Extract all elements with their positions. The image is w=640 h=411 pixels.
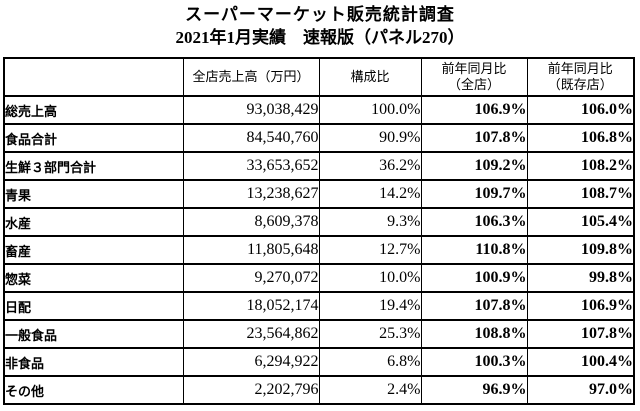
share-cell: 19.4%: [318, 291, 422, 321]
row-label-cell: 非食品: [3, 347, 184, 377]
sales-cell: 93,038,429: [182, 95, 320, 125]
table-row-daily-delivered: 日配 18,052,174 19.4% 107.8% 106.9%: [3, 291, 635, 321]
row-label-cell: 日配: [3, 291, 184, 321]
yoy-all-cell: 96.9%: [420, 375, 528, 405]
sales-cell: 8,609,378: [182, 207, 320, 237]
yoy-all-cell: 100.9%: [420, 263, 528, 293]
row-label-cell: 畜産: [3, 235, 184, 265]
header-yoy-existing-line2: （既存店）: [547, 77, 613, 92]
header-yoy-existing: 前年同月比 （既存店）: [526, 57, 635, 97]
yoy-all-cell: 110.8%: [420, 235, 528, 265]
yoy-existing-cell: 97.0%: [526, 375, 635, 405]
yoy-all-cell: 107.8%: [420, 123, 528, 153]
share-cell: 90.9%: [318, 123, 422, 153]
yoy-existing-cell: 107.8%: [526, 319, 635, 349]
sales-cell: 84,540,760: [182, 123, 320, 153]
yoy-existing-cell: 99.8%: [526, 263, 635, 293]
yoy-all-cell: 109.7%: [420, 179, 528, 209]
share-cell: 2.4%: [318, 375, 422, 405]
share-cell: 25.3%: [318, 319, 422, 349]
row-label-cell: 青果: [3, 179, 184, 209]
yoy-existing-cell: 106.9%: [526, 291, 635, 321]
table-row-meat: 畜産 11,805,648 12.7% 110.8% 109.8%: [3, 235, 635, 265]
row-label-cell: 一般食品: [3, 319, 184, 349]
share-cell: 100.0%: [318, 95, 422, 125]
sales-cell: 6,294,922: [182, 347, 320, 377]
header-share: 構成比: [318, 57, 422, 97]
row-label-cell: 惣菜: [3, 263, 184, 293]
sales-cell: 11,805,648: [182, 235, 320, 265]
yoy-existing-cell: 105.4%: [526, 207, 635, 237]
yoy-existing-cell: 106.0%: [526, 95, 635, 125]
yoy-all-cell: 108.8%: [420, 319, 528, 349]
yoy-all-cell: 100.3%: [420, 347, 528, 377]
sales-cell: 9,270,072: [182, 263, 320, 293]
share-cell: 6.8%: [318, 347, 422, 377]
yoy-existing-cell: 106.8%: [526, 123, 635, 153]
header-yoy-all: 前年同月比 （全店）: [420, 57, 528, 97]
yoy-existing-cell: 108.2%: [526, 151, 635, 181]
header-yoy-existing-line1: 前年同月比: [547, 61, 613, 76]
table-row-other: その他 2,202,796 2.4% 96.9% 97.0%: [3, 375, 635, 405]
share-cell: 9.3%: [318, 207, 422, 237]
table-row-deli: 惣菜 9,270,072 10.0% 100.9% 99.8%: [3, 263, 635, 293]
yoy-all-cell: 107.8%: [420, 291, 528, 321]
header-yoy-all-line2: （全店）: [447, 77, 500, 92]
share-cell: 36.2%: [318, 151, 422, 181]
table-header-row: 全店売上高（万円） 構成比 前年同月比 （全店） 前年同月比 （既存店）: [3, 57, 635, 97]
stats-table: 全店売上高（万円） 構成比 前年同月比 （全店） 前年同月比 （既存店） 総売上…: [3, 57, 635, 405]
yoy-all-cell: 106.3%: [420, 207, 528, 237]
table-row-produce: 青果 13,238,627 14.2% 109.7% 108.7%: [3, 179, 635, 209]
yoy-existing-cell: 109.8%: [526, 235, 635, 265]
title-block: スーパーマーケット販売統計調査 2021年1月実績 速報版（パネル270）: [0, 3, 640, 49]
table-row-non-food: 非食品 6,294,922 6.8% 100.3% 100.4%: [3, 347, 635, 377]
yoy-existing-cell: 100.4%: [526, 347, 635, 377]
row-label-cell: 食品合計: [3, 123, 184, 153]
table-row-food-total: 食品合計 84,540,760 90.9% 107.8% 106.8%: [3, 123, 635, 153]
report-title: スーパーマーケット販売統計調査: [185, 5, 455, 24]
table-row-total-sales: 総売上高 93,038,429 100.0% 106.9% 106.0%: [3, 95, 635, 125]
header-sales: 全店売上高（万円）: [182, 57, 320, 97]
header-yoy-all-line1: 前年同月比: [441, 61, 507, 76]
share-cell: 12.7%: [318, 235, 422, 265]
table-row-fresh3-total: 生鮮３部門合計 33,653,652 36.2% 109.2% 108.2%: [3, 151, 635, 181]
table-row-seafood: 水産 8,609,378 9.3% 106.3% 105.4%: [3, 207, 635, 237]
sales-cell: 18,052,174: [182, 291, 320, 321]
table-row-general-food: 一般食品 23,564,862 25.3% 108.8% 107.8%: [3, 319, 635, 349]
yoy-all-cell: 106.9%: [420, 95, 528, 125]
row-label-cell: 生鮮３部門合計: [3, 151, 184, 181]
yoy-existing-cell: 108.7%: [526, 179, 635, 209]
row-label-cell: その他: [3, 375, 184, 405]
sales-cell: 23,564,862: [182, 319, 320, 349]
sales-cell: 13,238,627: [182, 179, 320, 209]
share-cell: 14.2%: [318, 179, 422, 209]
row-label-cell: 総売上高: [3, 95, 184, 125]
share-cell: 10.0%: [318, 263, 422, 293]
row-label-cell: 水産: [3, 207, 184, 237]
sales-cell: 2,202,796: [182, 375, 320, 405]
sales-cell: 33,653,652: [182, 151, 320, 181]
report-subtitle: 2021年1月実績 速報版（パネル270）: [175, 28, 465, 47]
yoy-all-cell: 109.2%: [420, 151, 528, 181]
header-corner-cell: [3, 57, 184, 97]
